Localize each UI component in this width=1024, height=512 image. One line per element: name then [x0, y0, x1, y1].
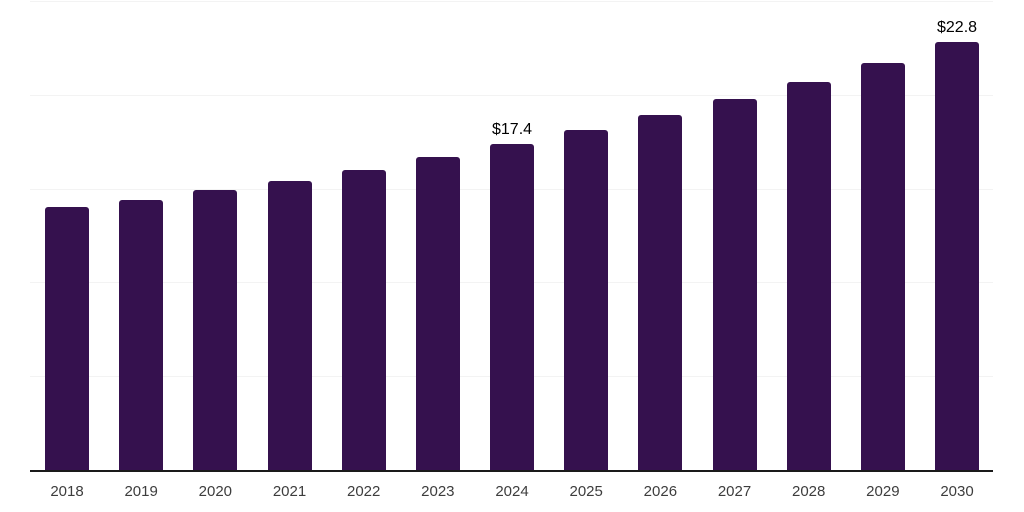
x-axis-label-2024: 2024 — [495, 483, 529, 500]
x-axis-label-2029: 2029 — [866, 483, 900, 500]
value-label-2030: $22.8 — [937, 19, 978, 37]
gridline — [30, 94, 993, 96]
x-axis-label-2019: 2019 — [124, 483, 158, 500]
x-axis-label-2021: 2021 — [272, 483, 307, 500]
plot-area: $17.4 $22.8 — [30, 1, 993, 472]
x-axis-label-2023: 2023 — [421, 483, 455, 500]
bar-2027 — [712, 98, 757, 470]
x-axis-label-2027: 2027 — [717, 483, 752, 500]
x-axis-label-2018: 2018 — [50, 483, 84, 500]
gridline — [30, 1, 993, 2]
bar-2029 — [860, 62, 905, 470]
bar-2020 — [193, 190, 238, 470]
bar-2025 — [564, 130, 609, 470]
x-axis-label-2020: 2020 — [198, 483, 233, 500]
bar-2019 — [119, 199, 164, 470]
x-axis: 2018 2019 2020 2021 2022 2023 2024 2025 2026 2027… — [30, 481, 993, 503]
bar-2024 — [490, 143, 535, 470]
bar-2021 — [267, 181, 312, 470]
bar-2022 — [341, 169, 386, 470]
x-axis-label-2025: 2025 — [569, 483, 603, 500]
value-label-2024: $17.4 — [491, 120, 533, 138]
bar-2030 — [935, 42, 980, 470]
x-axis-label-2028: 2028 — [792, 483, 826, 500]
bar-2026 — [638, 115, 683, 470]
x-axis-label-2022: 2022 — [346, 483, 381, 500]
x-axis-label-2030: 2030 — [940, 483, 974, 500]
bar-2018 — [45, 207, 89, 470]
x-axis-label-2026: 2026 — [643, 483, 678, 500]
bar-2028 — [786, 81, 831, 470]
bar-2023 — [415, 156, 460, 470]
